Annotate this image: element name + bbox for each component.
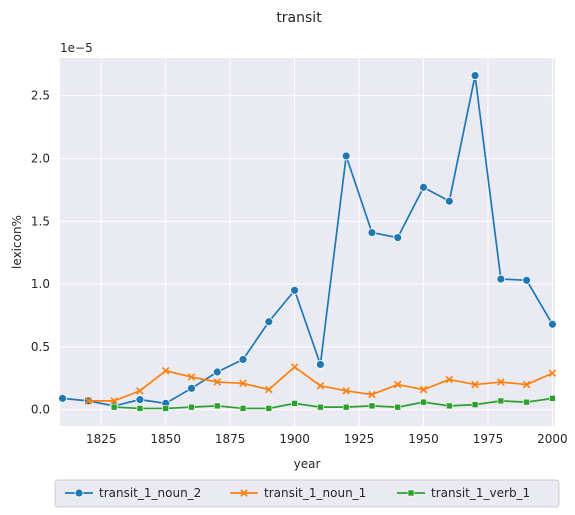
x-tick-label: 1875 [215,432,246,446]
y-offset-label: 1e−5 [60,41,93,55]
legend-label: transit_1_noun_1 [264,486,366,500]
data-point [419,385,428,394]
data-point [238,355,248,364]
data-point [471,401,479,408]
data-point [407,489,415,497]
data-point [265,405,273,412]
series-line [114,397,553,410]
y-tick-label: 1.5 [31,214,50,228]
data-point [264,317,274,327]
data-point [290,285,300,295]
y-tick-label: 1.0 [31,277,50,291]
data-point [367,228,377,237]
data-point [445,375,454,384]
y-tick-label: 2.5 [31,89,50,103]
data-point [136,387,144,395]
x-tick-label: 1850 [150,432,181,446]
y-tick-label: 0.0 [31,403,50,417]
data-point [162,405,170,412]
data-point [444,196,454,206]
data-point [522,380,531,389]
gridlines [60,58,555,426]
data-point [471,380,479,389]
data-point [239,405,247,412]
data-point [74,488,84,498]
data-point [341,151,351,161]
x-tick-label: 1975 [473,432,504,446]
y-tick-label: 0.5 [31,340,50,354]
data-point [342,403,350,411]
data-point [368,390,376,399]
x-tick-label: 1900 [279,432,310,446]
data-point [522,275,532,285]
data-point [394,403,402,411]
x-axis-ticks: 1825 1850 1875 1900 1925 1950 1975 2000 [86,432,568,446]
data-point [212,367,222,377]
data-point [368,402,376,410]
plot-area [60,58,555,426]
data-point [110,397,118,405]
data-point [213,402,221,410]
data-point [523,398,530,406]
data-point [315,360,325,369]
data-point [420,398,427,406]
data-point [187,383,196,393]
data-point [445,402,453,410]
series-transit_1_noun_2 [58,71,557,411]
x-tick-label: 1925 [344,432,375,446]
x-axis-label: year [294,457,321,471]
legend-item: transit_1_verb_1 [397,486,530,500]
data-point [290,363,299,371]
series-transit_1_verb_1 [110,395,556,412]
x-tick-label: 1825 [86,432,117,446]
data-point [317,403,324,411]
data-point [213,378,222,386]
data-point [496,274,506,284]
legend: transit_1_noun_2 transit_1_noun_1 transit_… [54,479,560,508]
data-point [110,403,118,411]
data-point [393,233,403,243]
legend-item: transit_1_noun_2 [65,486,201,500]
data-point [342,387,350,395]
series-layer [58,71,557,412]
legend-frame [54,479,560,508]
data-point [419,182,428,192]
data-point [135,395,145,405]
data-point [470,71,480,80]
data-point [84,397,93,405]
data-point [187,373,196,381]
data-point [548,319,557,329]
data-point [188,403,195,411]
legend-item: transit_1_noun_1 [230,486,366,500]
data-point [161,366,170,375]
y-tick-label: 2.0 [31,151,50,165]
data-point [240,489,248,497]
x-tick-label: 1950 [408,432,439,446]
legend-label: transit_1_verb_1 [431,486,530,500]
data-point [239,379,247,388]
data-point [393,380,402,389]
y-axis-label: lexicon% [10,215,24,269]
series-transit_1_noun_1 [84,363,557,405]
data-point [548,369,557,378]
data-point [58,393,67,403]
data-point [497,397,505,405]
y-axis-ticks: 0.0 0.5 1.0 1.5 2.0 2.5 [31,89,50,417]
data-point [265,385,273,394]
data-point [136,405,144,412]
data-point [316,382,325,390]
x-tick-label: 2000 [537,432,568,446]
data-point [549,395,556,402]
legend-label: transit_1_noun_2 [99,486,201,500]
data-point [497,378,505,386]
data-point [291,400,298,407]
chart-title: transit [276,10,322,26]
